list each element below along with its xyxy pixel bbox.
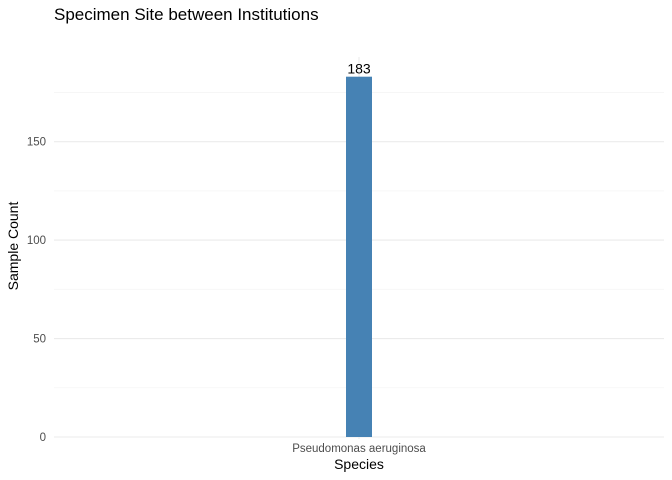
y-tick-label: 50 (33, 334, 46, 346)
y-tick-label: 150 (27, 137, 46, 149)
x-axis-title: Species (334, 456, 384, 472)
bar (346, 76, 372, 437)
y-tick-label: 0 (40, 432, 46, 444)
y-axis-title: Sample Count (5, 202, 21, 291)
x-tick-label: Pseudomonas aeruginosa (292, 443, 426, 455)
chart-title: Specimen Site between Institutions (54, 5, 319, 24)
y-tick-label: 100 (27, 235, 46, 247)
tick-labels: 0 50 100 150 Pseudomonas aeruginosa (27, 137, 427, 455)
bars (346, 76, 372, 437)
data-labels: 183 (347, 61, 371, 77)
bar-value-label: 183 (347, 61, 371, 77)
